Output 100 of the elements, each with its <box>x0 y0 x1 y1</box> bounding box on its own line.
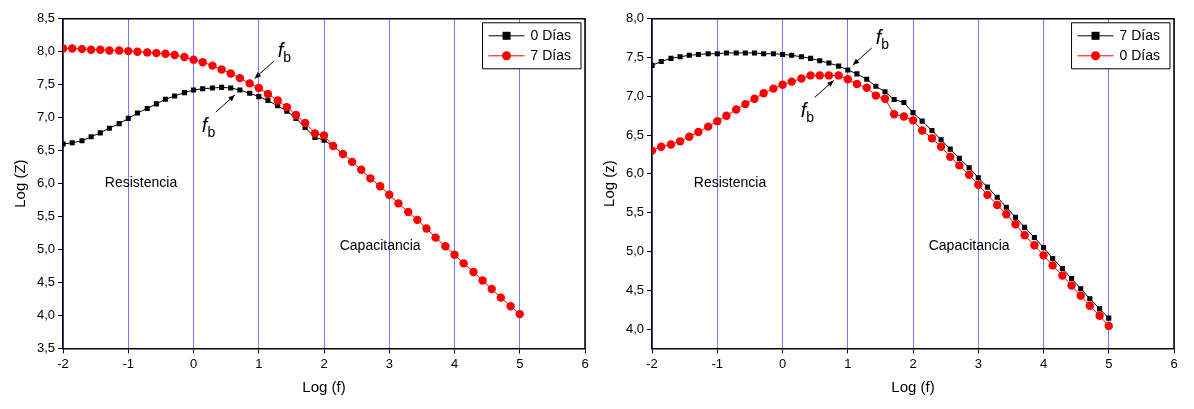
point <box>974 180 983 189</box>
point <box>769 84 778 93</box>
point <box>770 51 776 57</box>
x-tick-label: 0 <box>778 355 787 371</box>
point <box>162 96 169 102</box>
y-tick-label: 8,0 <box>36 43 56 59</box>
point <box>919 118 925 124</box>
point <box>1039 251 1048 260</box>
point <box>291 110 301 120</box>
x-tick-label: 3 <box>974 355 982 371</box>
point <box>273 96 282 105</box>
point <box>228 85 234 91</box>
point <box>1069 276 1075 282</box>
point <box>1031 234 1037 241</box>
point <box>787 77 796 86</box>
y-tick-label: 4,0 <box>36 307 56 323</box>
point <box>200 86 206 92</box>
point <box>845 67 851 73</box>
x-tick-label: 6 <box>1170 355 1178 371</box>
point <box>722 111 731 120</box>
point <box>901 100 907 106</box>
point <box>927 134 937 143</box>
point <box>1002 210 1011 219</box>
point <box>237 87 243 93</box>
y-axis-title: Log (Z) <box>11 159 29 208</box>
point <box>1022 224 1028 230</box>
point <box>319 131 329 140</box>
point <box>245 79 254 88</box>
point <box>956 155 962 161</box>
point <box>984 184 990 190</box>
y-tick-label: 3,5 <box>36 339 56 355</box>
point <box>733 50 739 56</box>
annotation: Resistencia <box>693 174 767 191</box>
point <box>713 116 722 126</box>
x-tick-label: 4 <box>1039 355 1048 371</box>
point <box>450 250 459 259</box>
point <box>714 51 720 57</box>
point <box>778 80 787 89</box>
point <box>77 44 87 54</box>
point <box>256 94 262 100</box>
point <box>180 52 189 62</box>
x-tick-label: -2 <box>646 355 658 371</box>
point <box>677 54 683 60</box>
point <box>1003 204 1009 210</box>
point <box>209 85 216 91</box>
point <box>983 190 992 200</box>
x-tick-label: 3 <box>385 355 393 371</box>
point <box>880 94 890 103</box>
point <box>125 115 131 121</box>
x-tick-label: 1 <box>844 355 852 371</box>
point <box>254 83 263 93</box>
point <box>695 51 701 58</box>
point <box>882 89 888 95</box>
point <box>964 170 974 179</box>
point <box>181 90 187 96</box>
point <box>1020 230 1029 240</box>
x-tick-label: 0 <box>189 355 198 371</box>
legend-label: 0 Días <box>1119 46 1161 63</box>
point <box>1048 261 1057 270</box>
y-tick-label: 4,0 <box>625 320 645 336</box>
point <box>97 130 103 136</box>
point <box>366 174 375 183</box>
point <box>385 190 394 200</box>
point <box>806 71 815 80</box>
annotation: Capacitancia <box>928 237 1010 254</box>
point <box>172 93 178 99</box>
point <box>347 157 357 167</box>
point <box>1087 296 1093 302</box>
y-tick-label: 4,5 <box>625 281 645 297</box>
y-tick-label: 7,0 <box>36 109 56 125</box>
y-tick-label: 6,0 <box>36 175 56 191</box>
point <box>1095 311 1104 321</box>
y-tick-label: 6,5 <box>625 126 645 142</box>
point <box>300 118 310 128</box>
point <box>955 161 964 170</box>
point <box>124 46 133 56</box>
point <box>88 134 94 140</box>
y-tick-label: 7,5 <box>36 76 56 92</box>
point <box>394 199 403 208</box>
point <box>1040 245 1047 251</box>
point <box>852 79 862 89</box>
point <box>413 215 422 225</box>
point <box>153 101 159 107</box>
y-tick-label: 7,5 <box>625 49 645 65</box>
point <box>808 55 814 61</box>
point <box>741 99 750 109</box>
point <box>873 83 879 89</box>
point <box>1085 301 1095 310</box>
x-tick-label: 2 <box>320 355 328 371</box>
point <box>946 152 955 162</box>
x-axis-title: Log (f) <box>302 378 346 396</box>
y-tick-label: 5,5 <box>36 208 56 224</box>
point <box>247 90 253 96</box>
legend-label: 7 Días <box>530 46 572 63</box>
point <box>993 200 1002 210</box>
point <box>144 105 150 111</box>
point <box>235 73 245 83</box>
point <box>1067 281 1076 290</box>
point <box>1106 315 1112 321</box>
point <box>208 61 217 70</box>
